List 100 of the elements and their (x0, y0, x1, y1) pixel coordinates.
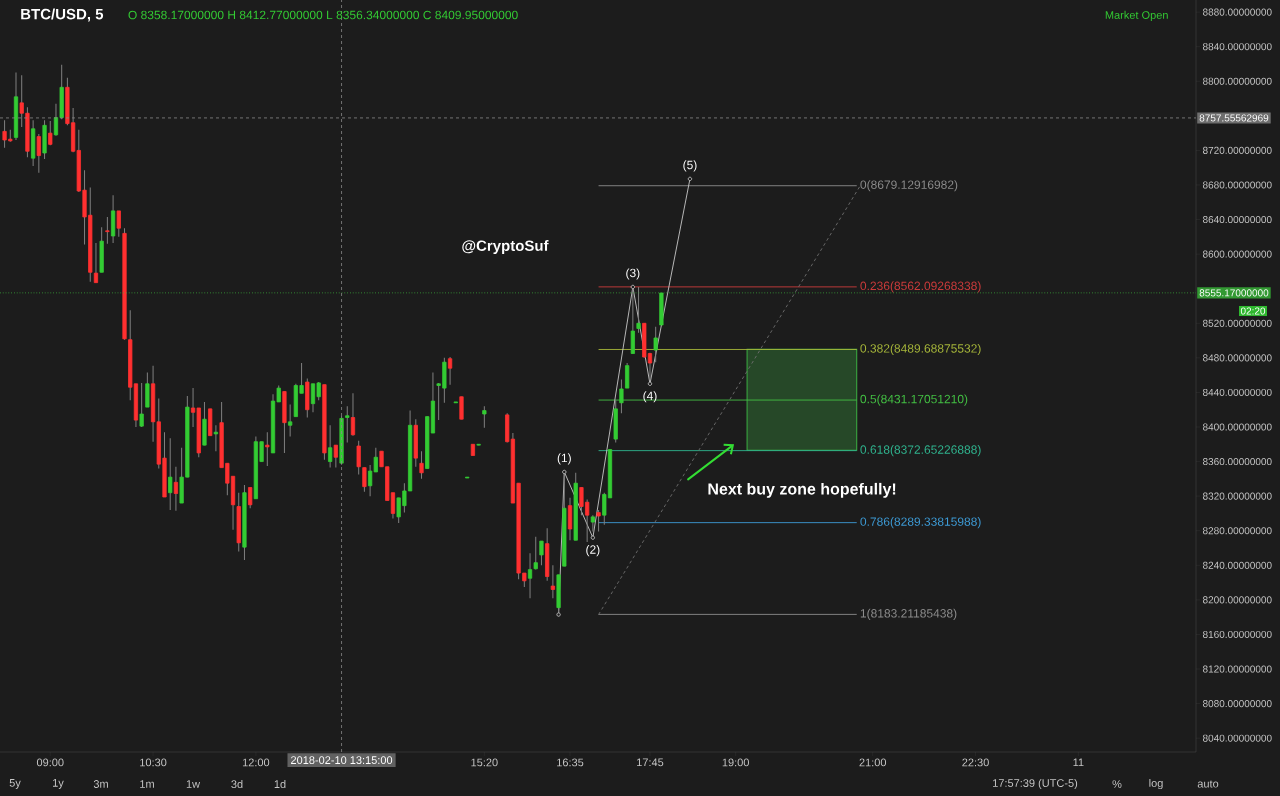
y-tick-label: 8440.00000000 (1202, 388, 1272, 396)
annotation: (1) (557, 453, 571, 465)
text: auto (1197, 780, 1219, 788)
series-label: 0.786(8289.33815988) (860, 517, 981, 529)
candlestick (630, 286, 635, 355)
y-tick-label: 8400.00000000 (1202, 423, 1272, 431)
text: O 8358.17000000 H 8412.77000000 L 8356.34000000 C 8409.95000000 (128, 10, 518, 20)
candlestick (447, 356, 453, 386)
point (647, 381, 653, 386)
series-label: 0.382(8489.68875532) (860, 343, 981, 356)
ref-line-label: 2018-02-10 13:15:00 (291, 756, 393, 764)
y-tick-label: 8600.00000000 (1202, 250, 1272, 258)
series-label: 0.5(8431.17051210) (860, 394, 968, 406)
point (556, 612, 561, 617)
y-tick-label: 8720.00000000 (1202, 146, 1272, 154)
y-tick-label: 8120.00000000 (1202, 665, 1272, 673)
candlestick (48, 120, 53, 146)
x-tick-label: 21:00 (859, 758, 887, 767)
x-tick-label: 17:45 (637, 758, 664, 767)
candlestick (116, 210, 121, 238)
y-tick-label: 8200.00000000 (1202, 596, 1272, 604)
series-label: 0(8679.12916982) (860, 180, 958, 192)
annotation: (5) (683, 160, 697, 172)
y-tick-label: 8480.00000000 (1202, 354, 1272, 362)
candlestick (105, 216, 110, 245)
x-tick-label: 22:30 (962, 758, 989, 767)
y-tick-label: 8280.00000000 (1202, 527, 1272, 535)
candlestick (567, 497, 573, 541)
candlestick (482, 405, 487, 429)
annotation: (2) (586, 545, 600, 557)
y-tick-label: 8640.00000000 (1202, 216, 1272, 224)
text: 1y (53, 779, 64, 789)
y-tick-label: 8680.00000000 (1202, 181, 1272, 189)
candlestick (213, 424, 219, 452)
text: 3m (93, 780, 108, 788)
annotation: Market Open (1105, 10, 1168, 22)
candlestick (265, 431, 270, 467)
candlestick (539, 540, 544, 566)
series-label: 0.236(8562.09268338) (860, 281, 981, 293)
candlestick (328, 424, 333, 469)
annotation: (3) (626, 268, 640, 280)
x-tick-label: 19:00 (722, 758, 749, 767)
candlestick (533, 536, 538, 571)
y-tick-label: 8320.00000000 (1202, 492, 1272, 500)
candlestick (356, 440, 361, 476)
y-tick-label: 8040.00000000 (1202, 734, 1272, 742)
y-tick-label: 8360.00000000 (1202, 458, 1272, 466)
candlestick (419, 450, 424, 480)
series-label: 1(8183.21185438) (860, 608, 957, 620)
y-tick-label: 8880.00000000 (1202, 8, 1272, 16)
y-tick-label: 8520.00000000 (1202, 319, 1272, 327)
point (630, 284, 635, 290)
text: 5y (9, 779, 21, 789)
annotation: @CryptoSuf (462, 240, 549, 254)
candlestick (653, 326, 658, 363)
y-tick-label: 8240.00000000 (1202, 561, 1272, 569)
series-label: 0.618(8372.65226888) (860, 445, 981, 457)
candlestick (345, 405, 350, 444)
ref-line-label: 8757.55562969 (1199, 114, 1269, 122)
candlestick (173, 466, 179, 512)
candlestick (590, 514, 595, 533)
y-tick-label: 8800.00000000 (1202, 77, 1272, 85)
y-tick-label: 8160.00000000 (1202, 630, 1272, 638)
x-tick-label: 10:30 (140, 758, 167, 767)
chart-title: BTC/USD, 5 (21, 8, 104, 22)
x-tick-label: 15:20 (471, 758, 498, 767)
text: 1w (186, 780, 201, 788)
candlestick (362, 467, 367, 493)
candlestick (550, 564, 555, 599)
point (590, 535, 596, 540)
x-tick-label: 09:00 (36, 758, 64, 767)
y-tick-label: 8840.00000000 (1202, 43, 1272, 51)
point (562, 469, 567, 475)
annotation: (4) (643, 391, 657, 403)
text: % (1112, 780, 1122, 788)
text: 3d (231, 779, 243, 789)
candlestick (36, 133, 41, 174)
candlestick (333, 444, 338, 469)
x-tick-label: 16:35 (557, 758, 584, 767)
text: log (1149, 778, 1163, 790)
ref-line-label: 8555.17000000 (1199, 289, 1269, 297)
y-tick-label: 8080.00000000 (1202, 700, 1272, 708)
annotation: Next buy zone hopefully! (708, 482, 896, 498)
x-tick-label: 11 (1073, 758, 1084, 767)
candlestick (168, 437, 173, 511)
candlestick (139, 382, 144, 428)
candlestick (527, 552, 533, 599)
text: 02:20 (1240, 307, 1266, 315)
candlestick (350, 392, 356, 437)
text: 17:57:39 (UTC-5) (993, 778, 1078, 790)
candlestick (636, 286, 641, 334)
x-tick-label: 12:00 (242, 758, 270, 767)
point (687, 176, 693, 182)
text: 1d (274, 779, 286, 789)
candlestick (288, 404, 293, 437)
candlestick (248, 487, 253, 509)
candlestick (596, 509, 601, 533)
candlestick (145, 372, 150, 408)
text: 1m (140, 780, 154, 788)
candlestick (459, 396, 464, 420)
